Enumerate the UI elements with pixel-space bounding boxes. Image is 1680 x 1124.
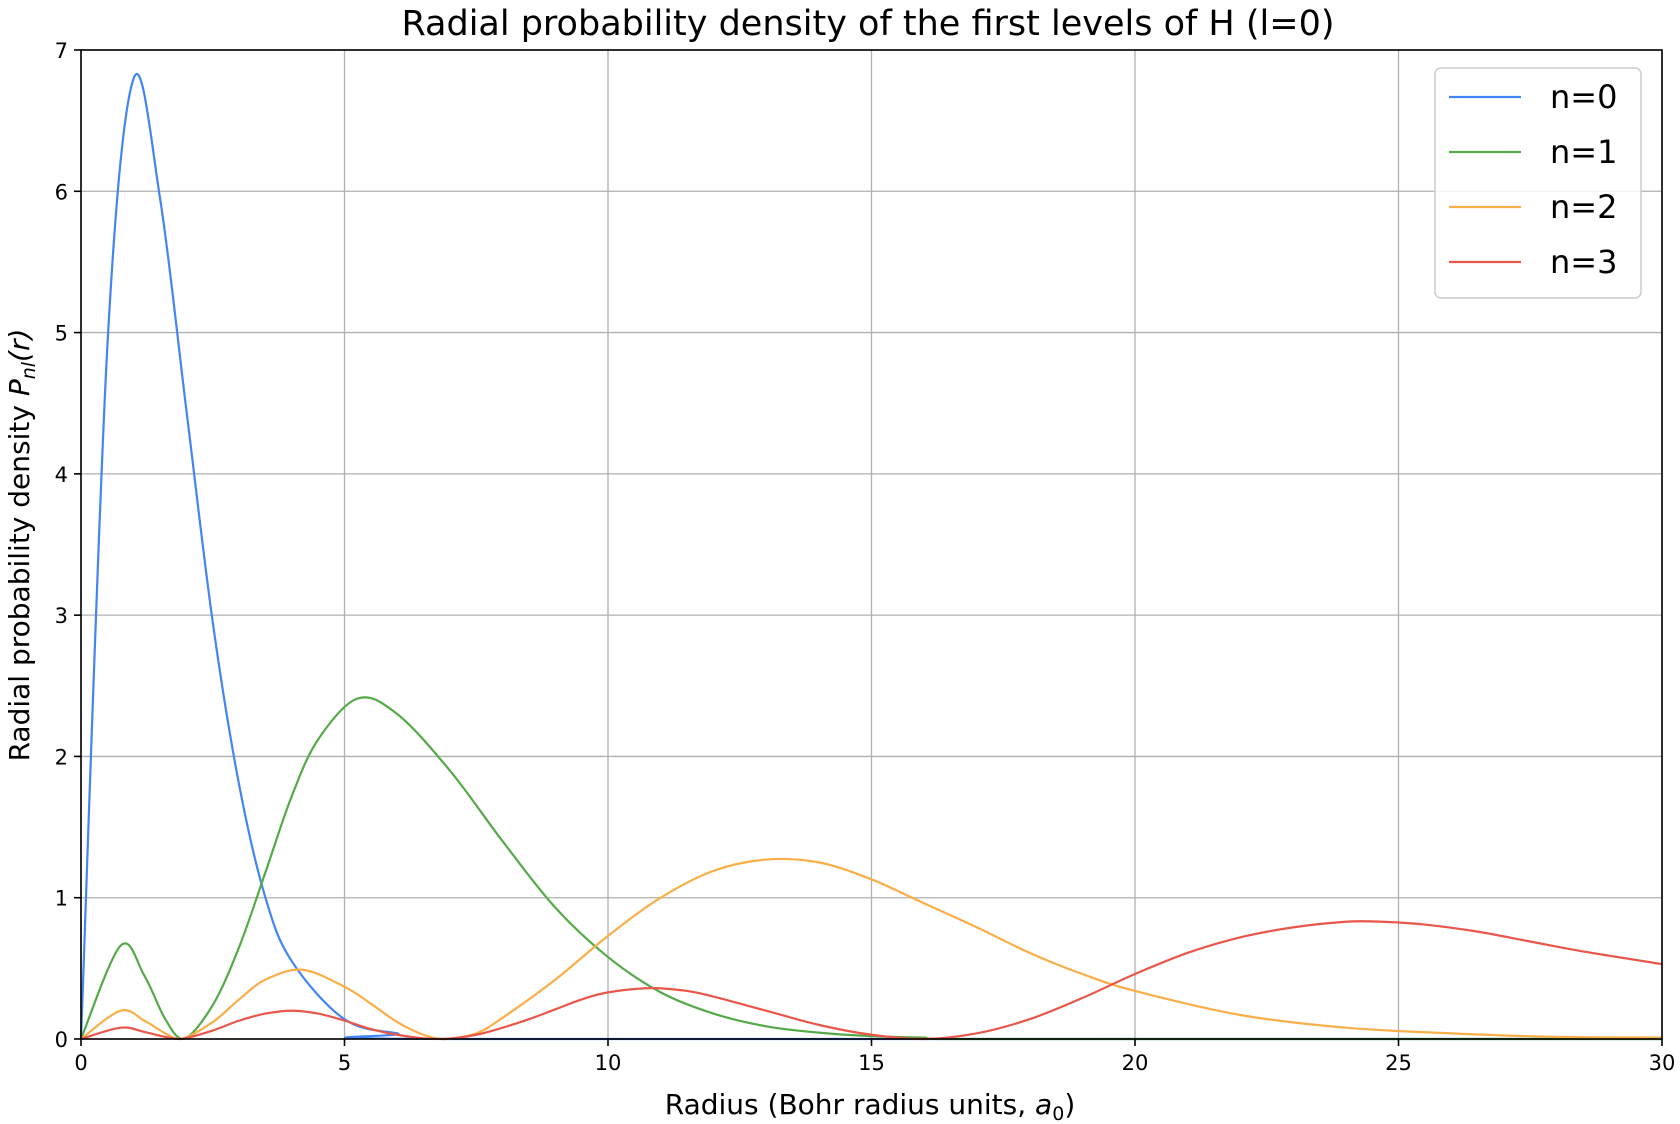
y-tick-label: 4 [55,463,68,487]
legend: n=0 n=1 n=2 n=3 [1434,67,1642,299]
y-axis-label: Radial probability density Pnl(r) [3,329,40,762]
axis-ticks: 0 5 10 15 20 25 30 0 1 2 3 4 5 6 7 [55,39,1676,1075]
x-tick-label: 20 [1122,1051,1149,1075]
y-tick-label: 3 [55,604,68,628]
y-tick-label: 2 [55,745,68,769]
y-tick-label: 0 [55,1028,68,1052]
x-tick-label: 15 [858,1051,885,1075]
y-tick-label: 5 [55,322,68,346]
x-axis-label: Radius (Bohr radius units, a0) [665,1088,1076,1124]
legend-entry: n=2 [1550,188,1617,226]
series-line-3 [80,920,1663,1041]
legend-entry: n=0 [1550,78,1617,116]
legend-box [1434,67,1642,299]
x-tick-label: 0 [74,1051,87,1075]
series-line-2 [80,857,1663,1041]
legend-entry: n=3 [1550,243,1617,281]
y-tick-label: 1 [55,887,68,911]
x-tick-label: 25 [1385,1051,1412,1075]
grid-lines [80,49,1663,1040]
x-tick-label: 5 [338,1051,351,1075]
x-tick-label: 30 [1649,1051,1676,1075]
legend-entry: n=1 [1550,133,1617,171]
x-tick-label: 10 [595,1051,622,1075]
chart-title: Radial probability density of the first … [401,4,1334,44]
y-tick-label: 7 [55,39,68,63]
y-tick-label: 6 [55,180,68,204]
